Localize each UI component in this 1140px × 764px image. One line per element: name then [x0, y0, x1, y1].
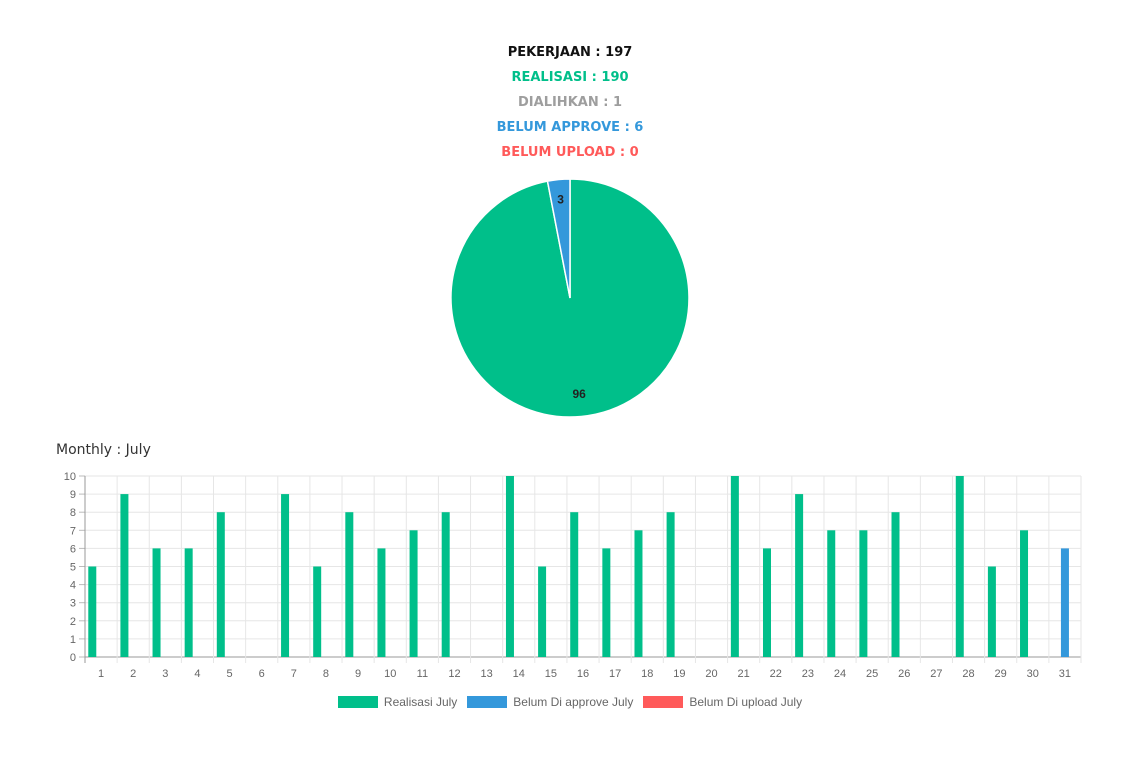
- x-tick-label: 15: [545, 668, 557, 680]
- x-tick-label: 2: [130, 668, 136, 680]
- summary-dialihkan: DIALIHKAN : 1: [518, 95, 622, 110]
- y-tick-label: 2: [70, 616, 76, 628]
- bar-realisasi-day-16[interactable]: [570, 512, 579, 657]
- y-tick-label: 6: [70, 543, 76, 555]
- pie-slice-1[interactable]: [546, 178, 571, 299]
- y-tick-label: 4: [70, 580, 76, 592]
- x-tick-label: 20: [705, 668, 717, 680]
- x-tick-label: 7: [291, 668, 297, 680]
- bar-realisasi-day-23[interactable]: [795, 494, 804, 657]
- monthly-title: Monthly : July: [56, 442, 151, 458]
- x-tick-label: 16: [577, 668, 589, 680]
- x-tick-label: 28: [962, 668, 974, 680]
- pie-slice-label-0: 96: [572, 387, 586, 401]
- bar-realisasi-day-30[interactable]: [1020, 530, 1029, 657]
- chart-legend: Realisasi July Belum Di approve July Bel…: [0, 695, 1140, 709]
- y-tick-label: 3: [70, 598, 76, 610]
- x-tick-label: 22: [770, 668, 782, 680]
- x-tick-label: 5: [227, 668, 233, 680]
- x-tick-label: 1: [98, 668, 104, 680]
- x-tick-label: 26: [898, 668, 910, 680]
- y-tick-label: 0: [70, 652, 76, 664]
- x-tick-label: 24: [834, 668, 846, 680]
- y-tick-label: 5: [70, 562, 76, 574]
- bar-belum-approve-day-31[interactable]: [1060, 548, 1069, 657]
- bar-realisasi-day-12[interactable]: [441, 512, 450, 657]
- x-tick-label: 27: [930, 668, 942, 680]
- x-tick-label: 17: [609, 668, 621, 680]
- bar-realisasi-day-4[interactable]: [184, 548, 193, 657]
- y-tick-label: 8: [70, 507, 76, 519]
- bar-realisasi-day-24[interactable]: [827, 530, 836, 657]
- summary-pekerjaan: PEKERJAAN : 197: [507, 45, 633, 60]
- bar-realisasi-day-14[interactable]: [505, 476, 514, 657]
- bar-realisasi-day-28[interactable]: [955, 476, 964, 657]
- bar-realisasi-day-21[interactable]: [730, 476, 739, 657]
- x-tick-label: 23: [802, 668, 814, 680]
- x-tick-label: 4: [194, 668, 200, 680]
- x-tick-label: 3: [162, 668, 168, 680]
- y-tick-label: 1: [70, 634, 76, 646]
- x-tick-label: 8: [323, 668, 329, 680]
- bar-realisasi-day-29[interactable]: [987, 566, 996, 658]
- summary-belum-upload: BELUM UPLOAD : 0: [501, 145, 639, 160]
- pie-slice-label-1: 3: [557, 193, 564, 207]
- bar-realisasi-day-8[interactable]: [313, 566, 322, 658]
- legend-label-belum-upload: Belum Di upload July: [689, 695, 803, 709]
- bar-realisasi-day-19[interactable]: [666, 512, 675, 657]
- summary-realisasi: REALISASI : 190: [511, 70, 629, 85]
- bar-realisasi-day-2[interactable]: [120, 494, 129, 657]
- bar-realisasi-day-25[interactable]: [859, 530, 868, 657]
- bar-realisasi-day-26[interactable]: [891, 512, 900, 657]
- legend-item-belum-approve[interactable]: Belum Di approve July: [467, 695, 633, 709]
- legend-swatch-belum-approve: [467, 696, 508, 708]
- x-tick-label: 31: [1059, 668, 1071, 680]
- bar-realisasi-day-10[interactable]: [377, 548, 386, 657]
- pie-chart: 96 3: [450, 178, 690, 418]
- x-tick-label: 18: [641, 668, 653, 680]
- x-tick-label: 11: [417, 668, 428, 680]
- x-tick-label: 14: [513, 668, 525, 680]
- bar-realisasi-day-3[interactable]: [152, 548, 161, 657]
- legend-label-belum-approve: Belum Di approve July: [513, 695, 634, 709]
- y-tick-label: 10: [64, 471, 76, 483]
- summary-belum-approve: BELUM APPROVE : 6: [496, 120, 644, 135]
- x-tick-label: 19: [673, 668, 685, 680]
- legend-item-belum-upload[interactable]: Belum Di upload July: [643, 695, 802, 709]
- bar-realisasi-day-5[interactable]: [216, 512, 225, 657]
- x-tick-label: 6: [259, 668, 265, 680]
- x-tick-label: 25: [866, 668, 878, 680]
- bar-realisasi-day-11[interactable]: [409, 530, 418, 657]
- x-tick-label: 10: [384, 668, 396, 680]
- x-tick-label: 12: [448, 668, 460, 680]
- legend-item-realisasi[interactable]: Realisasi July: [337, 695, 458, 709]
- legend-label-realisasi: Realisasi July: [383, 695, 458, 709]
- bar-realisasi-day-22[interactable]: [762, 548, 771, 657]
- y-tick-label: 7: [70, 525, 76, 537]
- x-tick-label: 30: [1027, 668, 1039, 680]
- x-tick-label: 29: [995, 668, 1007, 680]
- bar-realisasi-day-9[interactable]: [345, 512, 354, 657]
- summary-panel: PEKERJAAN : 197 REALISASI : 190 DIALIHKA…: [0, 40, 1140, 165]
- bar-realisasi-day-17[interactable]: [602, 548, 611, 657]
- x-tick-label: 13: [480, 668, 492, 680]
- legend-swatch-realisasi: [337, 696, 378, 708]
- bar-realisasi-day-15[interactable]: [538, 566, 547, 658]
- legend-swatch-belum-upload: [643, 696, 684, 708]
- bar-realisasi-day-18[interactable]: [634, 530, 643, 657]
- bar-realisasi-day-1[interactable]: [88, 566, 97, 658]
- x-tick-label: 9: [355, 668, 361, 680]
- x-tick-label: 21: [738, 668, 750, 680]
- bar-realisasi-day-7[interactable]: [281, 494, 290, 657]
- y-tick-label: 9: [70, 489, 76, 501]
